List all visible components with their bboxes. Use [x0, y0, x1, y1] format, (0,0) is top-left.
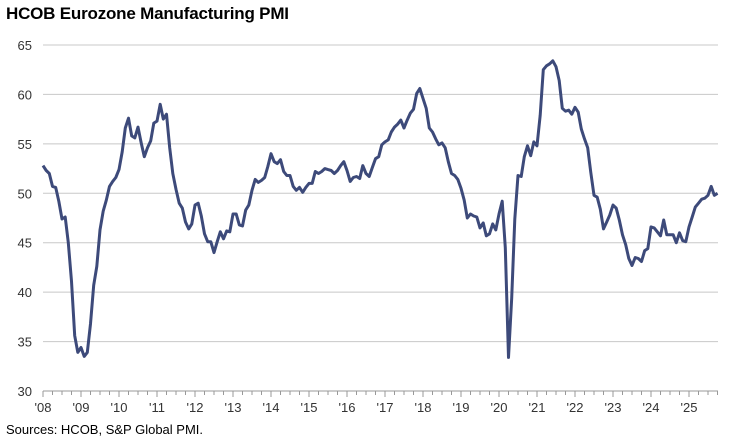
x-tick-label: '12 [187, 400, 204, 415]
x-tick-label: '19 [453, 400, 470, 415]
x-tick-label: '10 [111, 400, 128, 415]
x-tick-label: '20 [491, 400, 508, 415]
y-tick-label: 55 [18, 137, 32, 152]
x-tick-label: '15 [301, 400, 318, 415]
x-tick-label: '23 [605, 400, 622, 415]
y-tick-label: 45 [18, 236, 32, 251]
pmi-line-series [41, 59, 719, 359]
x-tick-label: '21 [529, 400, 546, 415]
chart-title: HCOB Eurozone Manufacturing PMI [6, 4, 289, 23]
x-tick-label: '09 [73, 400, 90, 415]
x-tick-label: '18 [415, 400, 432, 415]
y-tick-label: 65 [18, 38, 32, 53]
y-tick-label: 35 [18, 335, 32, 350]
x-tick-label: '08 [35, 400, 52, 415]
y-tick-label: 60 [18, 87, 32, 102]
x-tick-label: '24 [643, 400, 660, 415]
x-tick-label: '13 [225, 400, 242, 415]
y-tick-label: 40 [18, 285, 32, 300]
x-tick-label: '14 [263, 400, 280, 415]
x-tick-label: '22 [567, 400, 584, 415]
y-tick-label: 30 [18, 384, 32, 399]
x-tick-label: '16 [339, 400, 356, 415]
x-tick-label: '17 [377, 400, 394, 415]
x-tick-label: '25 [681, 400, 698, 415]
x-tick-label: '11 [149, 400, 165, 415]
source-note: Sources: HCOB, S&P Global PMI. [6, 422, 203, 437]
y-tick-label: 50 [18, 186, 32, 201]
